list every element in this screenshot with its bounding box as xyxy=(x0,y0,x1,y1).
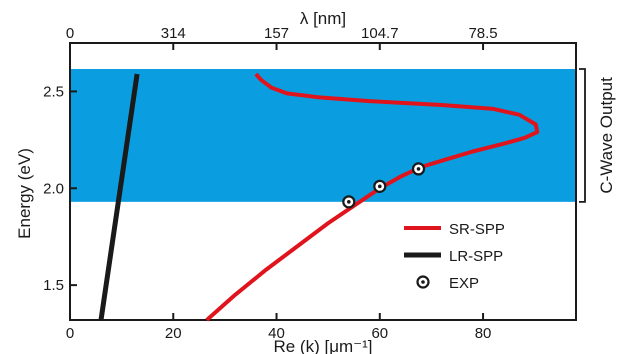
top-tick-label: 78.5 xyxy=(468,25,497,42)
output-bracket-label: C-Wave Output xyxy=(597,77,616,194)
x-axis-label-top: λ [nm] xyxy=(300,9,346,28)
y-tick-label: 2.0 xyxy=(43,180,64,197)
exp-marker-dot xyxy=(347,200,351,204)
series-lr-spp-line xyxy=(98,73,140,321)
legend-label-lr-spp: LR-SPP xyxy=(449,248,503,265)
exp-marker-dot xyxy=(377,184,382,189)
plot-frame xyxy=(69,42,577,321)
x-tick-label: 20 xyxy=(165,325,182,342)
x-tick-label: 60 xyxy=(371,325,388,342)
x-tick-label: 40 xyxy=(268,325,285,342)
x-tick-label: 80 xyxy=(475,325,492,342)
top-tick-label: 0 xyxy=(66,25,74,42)
exp-marker-dot xyxy=(416,167,421,171)
top-tick-label: 104.7 xyxy=(361,25,399,42)
x-axis-label-bottom: Re (k) [μm⁻¹] xyxy=(273,337,372,354)
legend-marker-exp-dot xyxy=(421,280,425,284)
output-bracket xyxy=(579,68,586,203)
x-tick-label: 0 xyxy=(66,325,74,342)
y-axis-label: Energy (eV) xyxy=(15,148,34,239)
top-tick-label: 314 xyxy=(161,25,186,42)
legend: SR-SPP LR-SPP EXP xyxy=(404,221,505,292)
legend-label-sr-spp: SR-SPP xyxy=(449,221,505,238)
y-tick-label: 1.5 xyxy=(43,277,64,294)
top-tick-label: 157 xyxy=(264,25,289,42)
series-sr-spp-line xyxy=(205,72,540,322)
y-tick-label: 2.5 xyxy=(43,83,64,100)
legend-label-exp: EXP xyxy=(449,275,479,292)
highlight-band xyxy=(70,69,576,202)
